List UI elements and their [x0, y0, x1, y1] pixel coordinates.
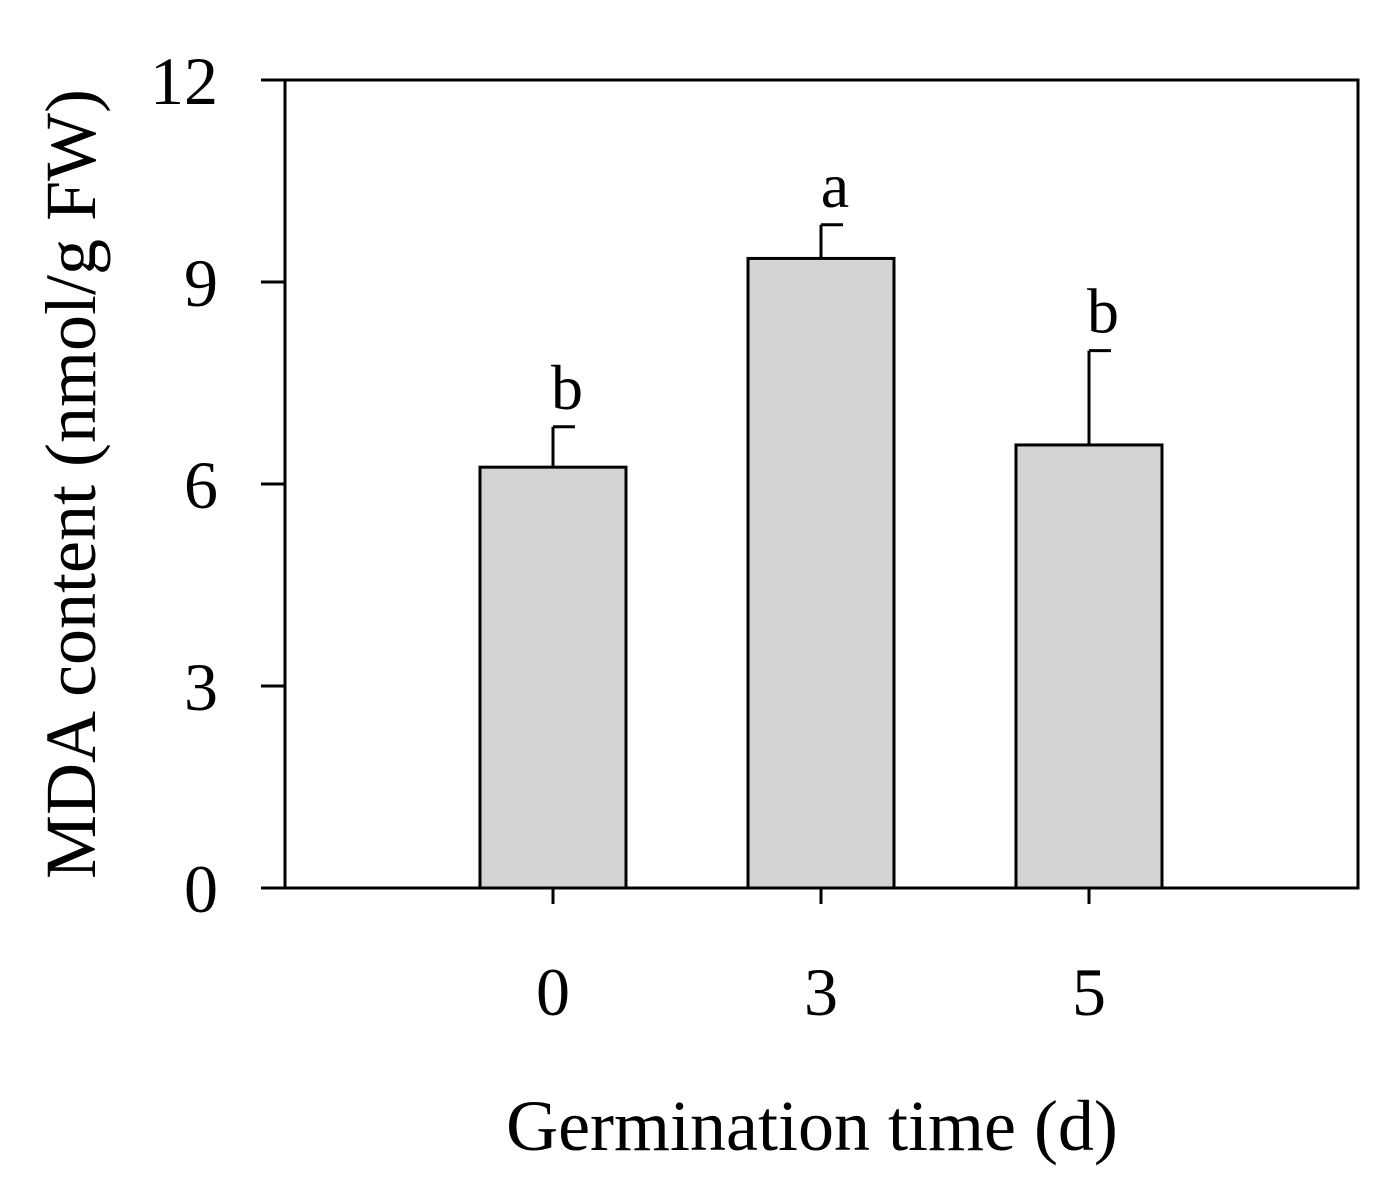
bar-3	[746, 256, 896, 890]
y-tick-label-0: 0	[184, 851, 218, 927]
y-tick-label-3: 3	[184, 649, 218, 725]
significance-label-0: b	[551, 352, 583, 423]
significance-label-3: a	[821, 150, 849, 221]
x-axis: 0 3 5	[536, 888, 1106, 1030]
significance-label-5: b	[1087, 276, 1119, 347]
y-tick-label-9: 9	[184, 245, 218, 321]
bar-5	[1014, 443, 1164, 890]
y-axis: 0 3 6 9 12	[150, 43, 285, 927]
x-tick-label-0: 0	[536, 954, 570, 1030]
y-tick-label-6: 6	[184, 447, 218, 523]
bar-0	[478, 465, 628, 890]
x-axis-title: Germination time (d)	[506, 1086, 1118, 1166]
y-tick-label-12: 12	[150, 43, 218, 119]
y-axis-title: MDA content (nmol/g FW)	[31, 89, 111, 879]
significance-labels-group: b a b	[551, 150, 1119, 423]
error-bars-group	[551, 223, 1111, 468]
x-tick-label-5: 5	[1072, 954, 1106, 1030]
x-tick-label-3: 3	[804, 954, 838, 1030]
